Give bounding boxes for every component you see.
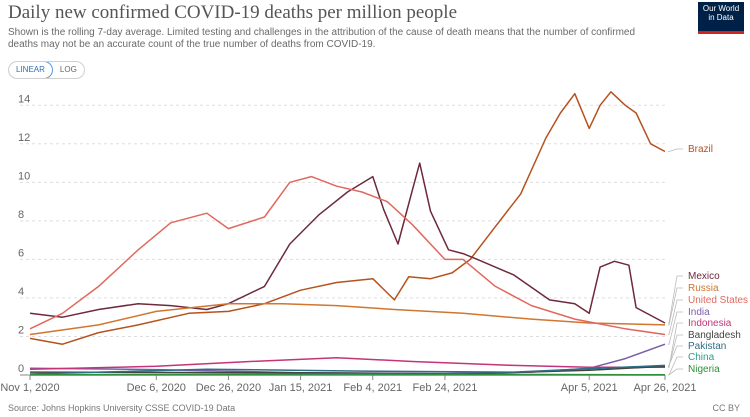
x-tick-label: Apr 26, 2021 <box>634 382 697 394</box>
x-tick-label: Feb 24, 2021 <box>412 382 477 394</box>
x-tick-label: Feb 4, 2021 <box>343 382 402 394</box>
series-label-pakistan[interactable]: Pakistan <box>688 341 726 352</box>
series-line-nigeria[interactable] <box>29 373 666 376</box>
x-tick-label: Nov 1, 2020 <box>0 382 59 394</box>
logo-line-2: in Data <box>708 13 734 22</box>
x-tick-label: Apr 5, 2021 <box>561 382 618 394</box>
label-connector <box>668 311 683 345</box>
label-connector <box>668 368 683 376</box>
y-tick-label: 2 <box>18 324 24 336</box>
label-connector <box>668 334 683 367</box>
series-label-bangladesh[interactable]: Bangladesh <box>688 330 741 341</box>
series-lines <box>29 91 666 376</box>
x-tick-label: Jan 15, 2021 <box>269 382 333 394</box>
source-note[interactable]: Source: Johns Hopkins University CSSE CO… <box>8 403 236 413</box>
y-axis-labels: 0 2 4 6 8 10 12 14 <box>18 93 30 375</box>
y-tick-label: 10 <box>18 170 30 182</box>
series-label-mexico[interactable]: Mexico <box>688 271 720 282</box>
series-label-brazil[interactable]: Brazil <box>688 144 713 155</box>
linear-scale-button[interactable]: LINEAR <box>8 62 53 78</box>
y-tick-label: 6 <box>18 247 24 259</box>
label-connector <box>668 287 683 326</box>
series-line-brazil[interactable] <box>29 91 666 345</box>
chart-title: Daily new confirmed COVID-19 deaths per … <box>8 2 458 23</box>
series-label-india[interactable]: India <box>688 307 710 318</box>
y-tick-label: 12 <box>18 132 30 144</box>
gridlines <box>20 104 665 376</box>
label-connector <box>668 148 683 152</box>
y-tick-label: 14 <box>18 93 30 105</box>
label-connector <box>668 345 683 366</box>
label-connector <box>668 275 683 324</box>
series-line-mexico[interactable] <box>29 162 666 324</box>
logo-line-1: Our World <box>702 4 740 13</box>
series-line-pakistan[interactable] <box>29 364 666 375</box>
x-tick-label: Dec 6, 2020 <box>127 382 186 394</box>
y-tick-label: 8 <box>18 209 24 221</box>
series-label-china[interactable]: China <box>688 352 715 363</box>
scale-toggle: LINEAR LOG <box>8 61 85 79</box>
x-tick-label: Dec 26, 2020 <box>196 382 261 394</box>
series-label-nigeria[interactable]: Nigeria <box>688 364 720 375</box>
series-line-indonesia[interactable] <box>29 356 665 370</box>
series-line-russia[interactable] <box>29 302 666 336</box>
license-note[interactable]: CC BY <box>712 403 740 413</box>
x-axis: Nov 1, 2020 Dec 6, 2020 Dec 26, 2020 Jan 15… <box>0 375 697 394</box>
y-tick-label: 0 <box>18 363 24 375</box>
series-line-united-states[interactable] <box>29 175 666 336</box>
series-label-russia[interactable]: Russia <box>688 283 719 294</box>
series-label-indonesia[interactable]: Indonesia <box>688 318 732 329</box>
label-connector <box>668 299 683 335</box>
chart-subtitle: Shown is the rolling 7-day average. Limi… <box>8 27 636 50</box>
owid-logo[interactable]: Our World in Data <box>698 2 744 34</box>
series-label-united-states[interactable]: United States <box>688 295 748 306</box>
label-connector <box>668 322 683 368</box>
log-scale-button[interactable]: LOG <box>59 65 77 74</box>
y-tick-label: 4 <box>18 286 24 298</box>
